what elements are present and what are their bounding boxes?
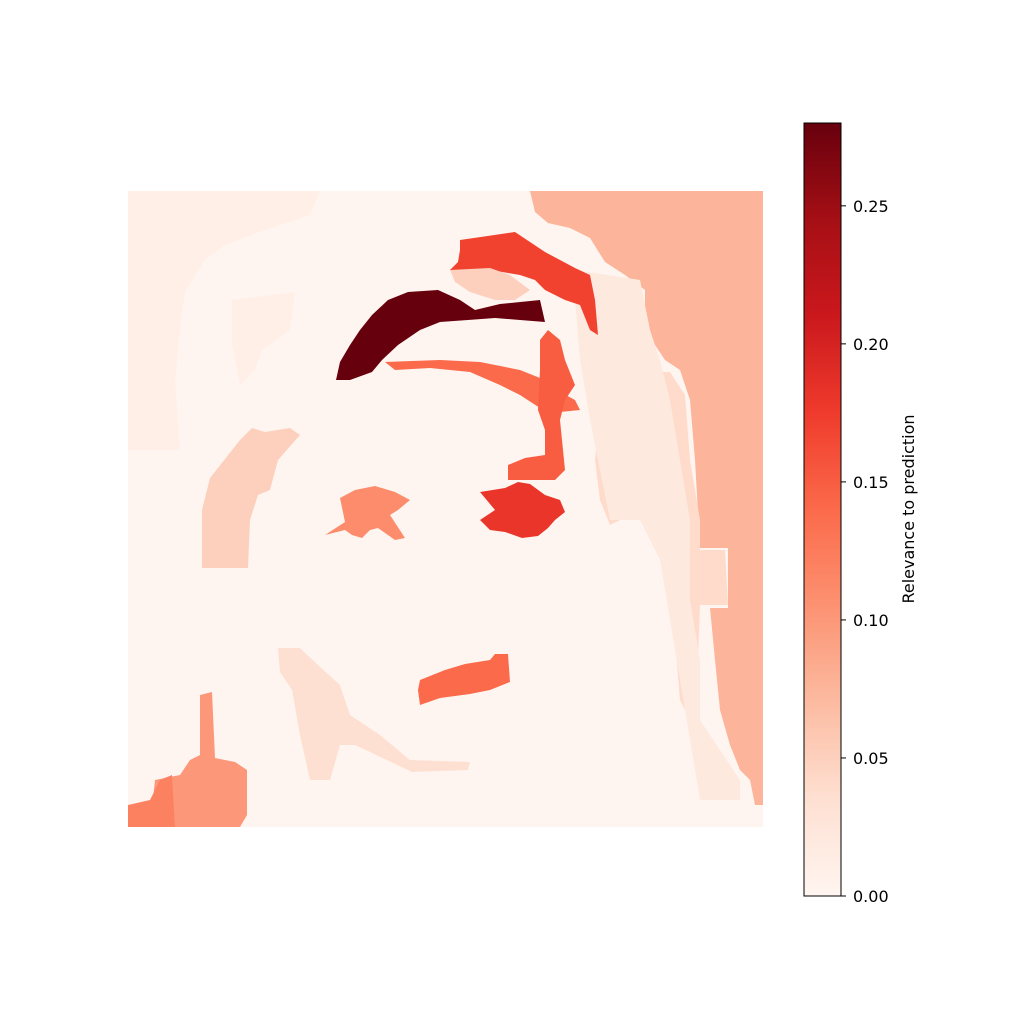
colorbar-label: Relevance to prediction [899, 414, 918, 603]
colorbar: 0.00 0.05 0.10 0.15 0.20 0.25 Relevance to pr… [803, 122, 918, 906]
region-right-hair [530, 191, 763, 805]
colorbar-tick-label: 0.10 [853, 611, 889, 630]
region-left-shoulder [150, 692, 247, 827]
region-forehead-light [450, 268, 530, 300]
colorbar-gradient [803, 122, 842, 897]
colorbar-tick-label: 0.05 [853, 749, 889, 768]
heatmap-image [128, 191, 763, 827]
region-right-eye [480, 482, 565, 538]
colorbar-tick-label: 0.20 [853, 335, 889, 354]
region-forehead-streak [385, 360, 580, 412]
colorbar-tick-label: 0.25 [853, 197, 889, 216]
region-mouth [418, 654, 510, 705]
region-temple [508, 330, 575, 480]
region-right-hair-inner [575, 270, 740, 800]
region-upper-forehead [450, 232, 598, 335]
colorbar-tick-label: 0.00 [853, 887, 889, 906]
region-neck-line [278, 648, 470, 780]
region-left-eyebrow [336, 290, 545, 380]
region-left-cheek [202, 428, 300, 568]
region-bottom-left-corner [128, 775, 175, 827]
region-left-eye [325, 486, 410, 540]
colorbar-tick-label: 0.15 [853, 473, 889, 492]
region-left-hair-faint [128, 191, 320, 450]
